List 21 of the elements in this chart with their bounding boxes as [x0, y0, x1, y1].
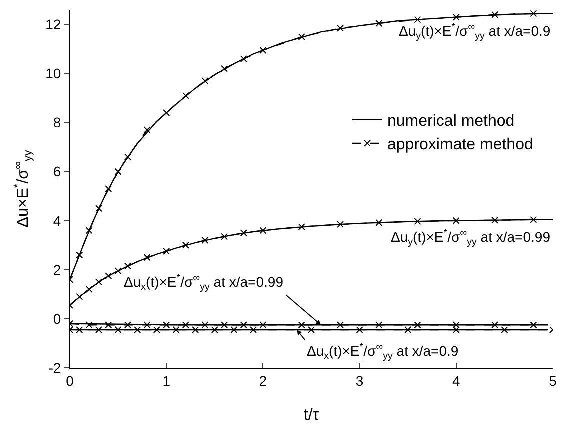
y-tick-label: 2 — [53, 262, 62, 278]
x-tick-label: 0 — [66, 372, 74, 389]
x-tick-label: 3 — [356, 372, 364, 389]
annotation: Δu$_{y}$(t)×E$^{*}$/σ$^{∞}$$_{yy}$ at x/a=0.9 — [399, 22, 551, 42]
x-tick-label: 2 — [259, 372, 268, 389]
annotation: Δu$_{x}$(t)×E$^{*}$/σ$^{∞}$$_{yy}$ at x/a=0.9 — [307, 342, 459, 362]
y-tick-label: 8 — [53, 114, 62, 131]
y-tick-label: 12 — [46, 16, 62, 33]
annotation: Δu$_{y}$(t)×E$^{*}$/σ$^{∞}$$_{yy}$ at x/a=0.99 — [391, 228, 551, 248]
annotation: Δu$_{x}$(t)×E$^{*}$/σ$^{∞}$$_{yy}$ at x/a=0.99 — [124, 273, 284, 293]
y-tick-label: 4 — [53, 212, 62, 229]
x-axis-title: t/τ — [304, 407, 320, 424]
x-tick-label: 4 — [452, 372, 460, 389]
y-tick-label: -2 — [48, 360, 62, 376]
y-tick-label: 6 — [53, 164, 62, 180]
y-tick-label: 10 — [46, 66, 62, 82]
x-tick-label: 5 — [549, 372, 558, 389]
legend-label: approximate method — [388, 136, 534, 154]
y-tick-label: 0 — [53, 310, 62, 327]
x-tick-label: 1 — [162, 372, 171, 389]
legend-label: numerical method — [388, 112, 515, 130]
